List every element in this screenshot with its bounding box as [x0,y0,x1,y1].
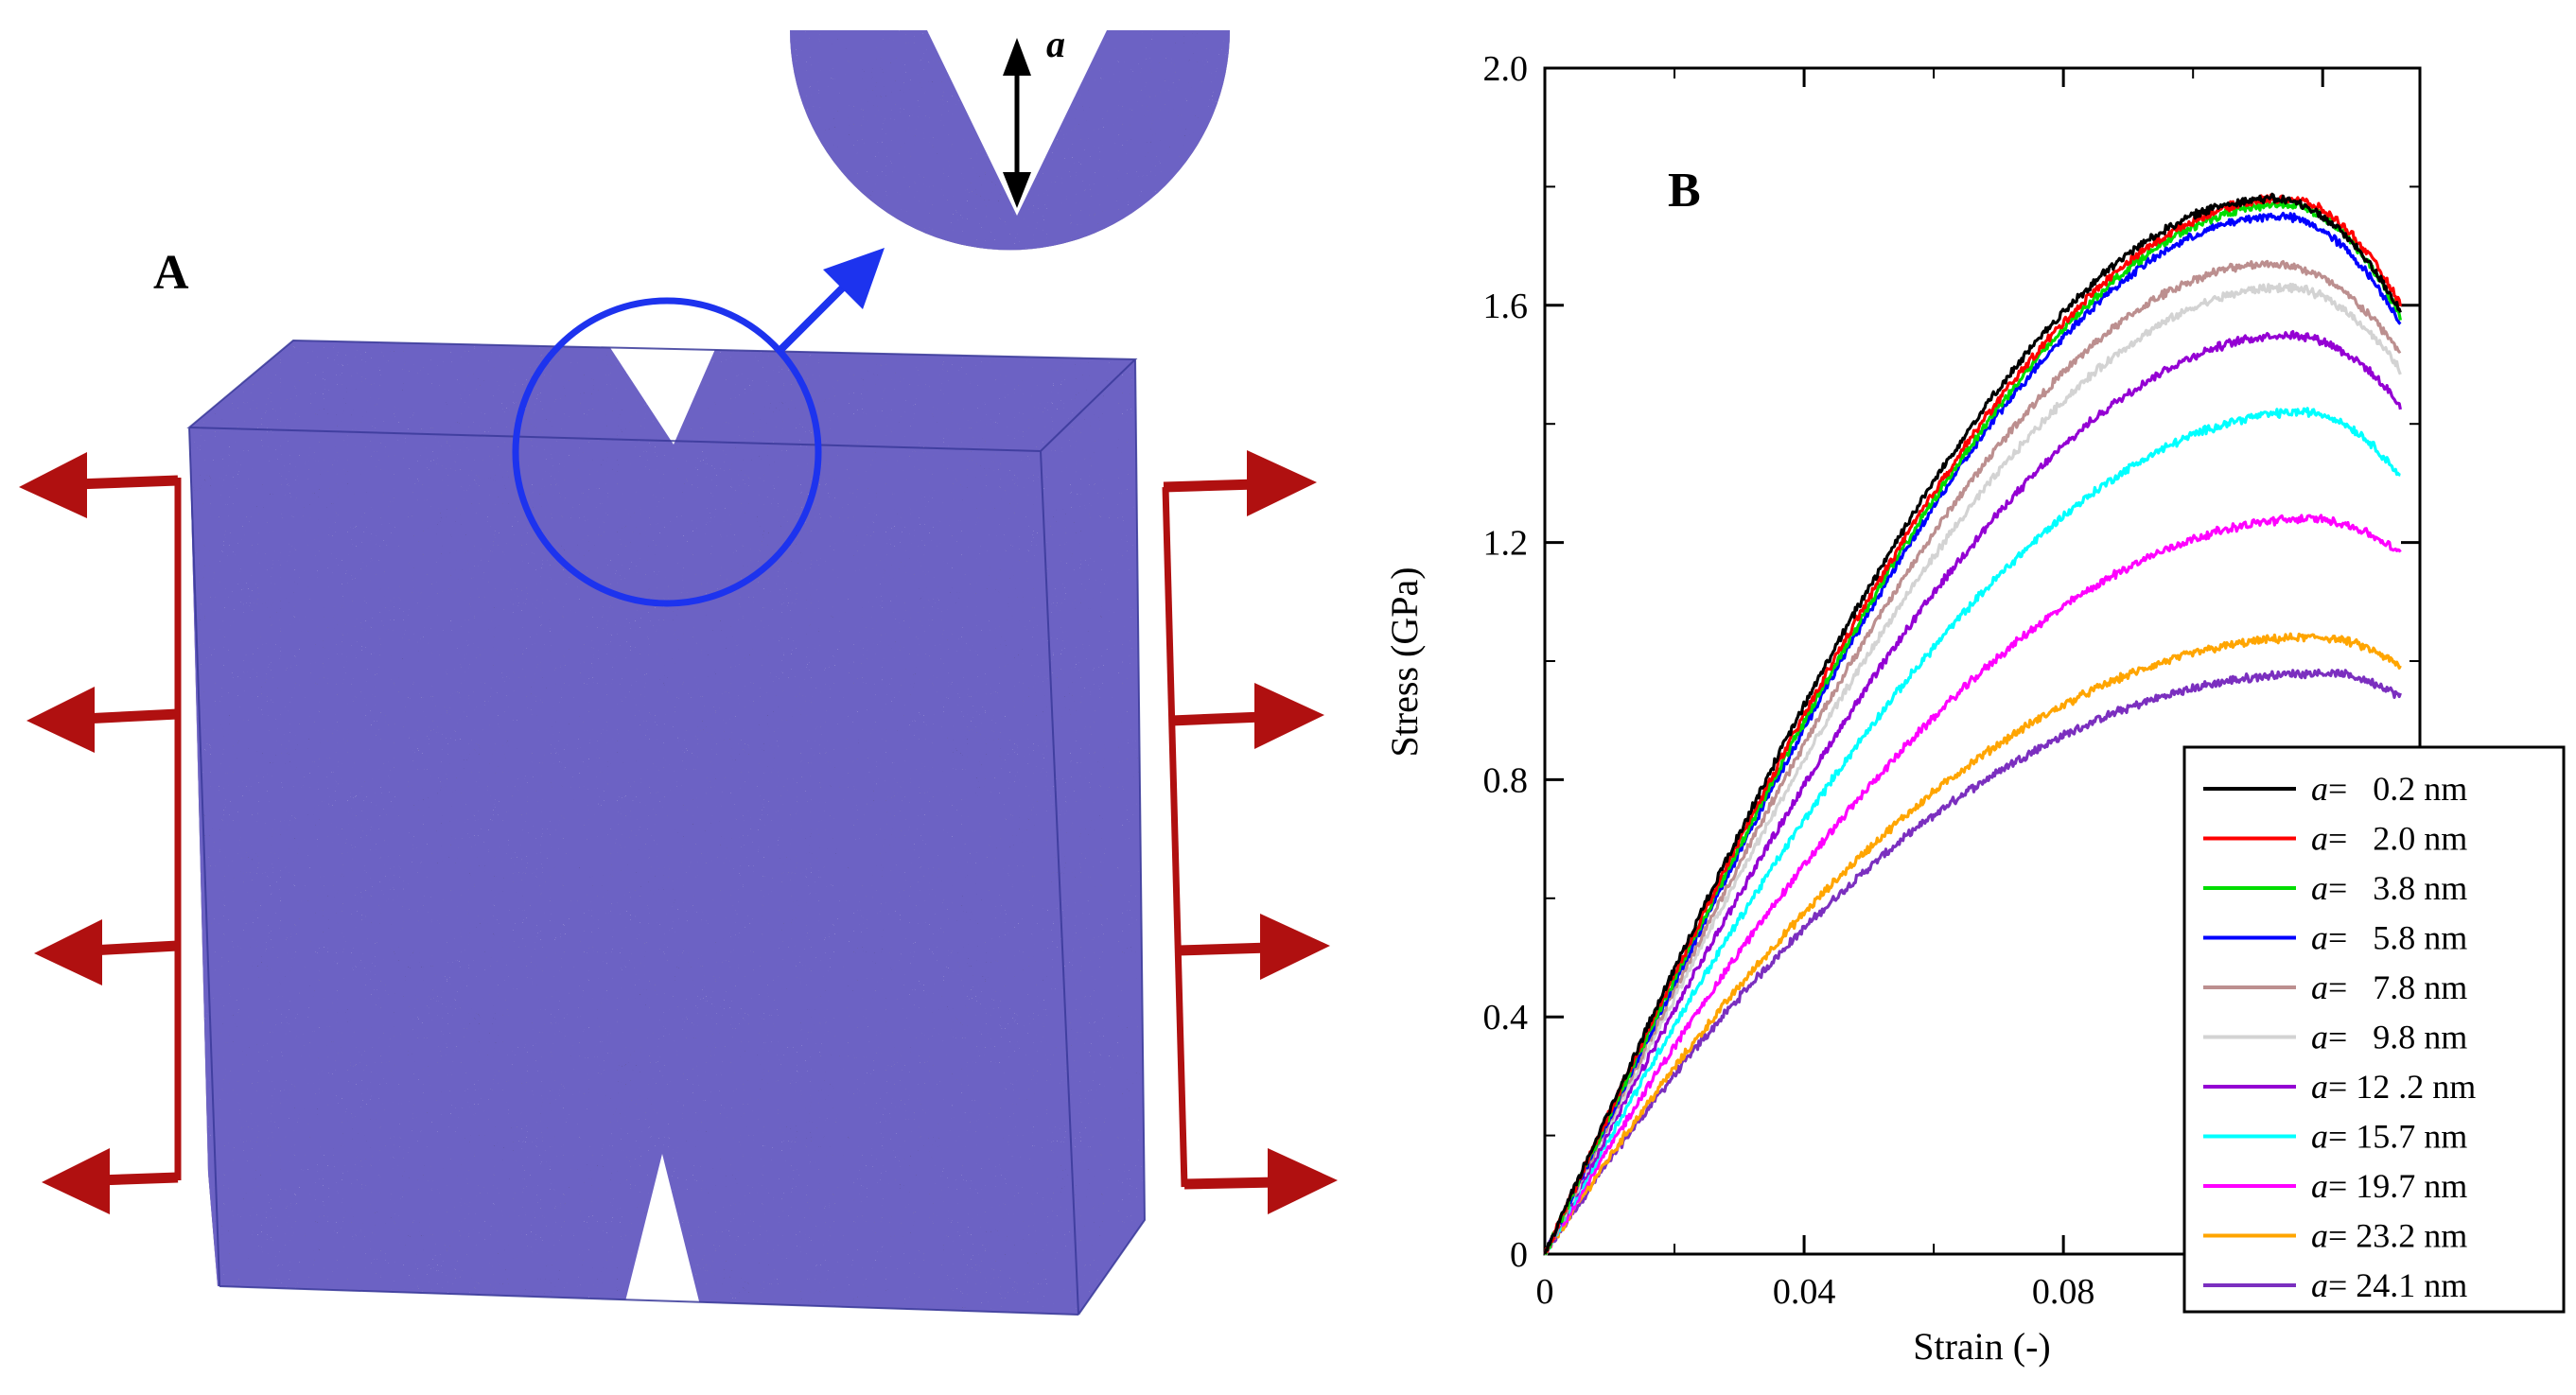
series-line [1543,211,2402,1255]
right-arrow-icon [1163,450,1317,516]
series-line [1544,200,2402,1256]
panel-a: A [19,23,1338,1316]
legend-entry: a= 3.8 nm [2311,869,2467,907]
x-tick-label: 0.08 [2032,1272,2095,1312]
left-arrow-icon [34,919,179,985]
zoom-region-circle [512,297,822,607]
panel-b-label: B [1668,164,1701,218]
right-arrow-icon [1177,914,1330,980]
left-arrow-icon [26,687,179,753]
foam-block-image [189,340,1145,1315]
legend-box [2182,745,2566,1314]
legend-entry: a= 9.8 nm [2311,1019,2467,1056]
legend-entry: a= 24.1 nm [2311,1266,2467,1304]
double-arrow-icon [1003,38,1031,208]
simulation-box-outline [186,339,1147,1316]
legend-entry: a= 19.7 nm [2311,1167,2467,1205]
zoom-dimension-label: a [1046,23,1065,65]
legend-entry: a= 12 .2 nm [2311,1068,2476,1106]
series-line [1543,259,2402,1255]
series-line [1544,282,2402,1256]
x-tick-label: 0 [1536,1272,1554,1312]
y-tick-label: 0.4 [1483,998,1529,1038]
right-arrow-icon [1170,683,1324,749]
pointer-arrow-icon [778,248,885,353]
x-tick-label: 0.04 [1773,1272,1836,1312]
legend-entry: a= 15.7 nm [2311,1118,2467,1156]
legend-entry: a= 5.8 nm [2311,919,2467,957]
left-force-arrows [19,452,182,1214]
legend-entry: a= 2.0 nm [2311,820,2467,858]
series-lines [1543,192,2402,1256]
y-tick-label: 2.0 [1483,49,1529,89]
y-tick-label: 0 [1510,1235,1528,1275]
legend-entry: a= 7.8 nm [2311,968,2467,1006]
series-line [1544,668,2402,1256]
series-line [1543,330,2402,1255]
y-tick-label: 1.6 [1483,287,1529,326]
y-tick-label: 0.8 [1483,760,1529,800]
legend-entry: a= 0.2 nm [2311,770,2467,808]
legend-entry: a= 23.2 nm [2311,1217,2467,1255]
left-arrow-icon [42,1148,179,1214]
right-arrow-icon [1183,1148,1338,1214]
y-axis-label: Stress (GPa) [1383,567,1426,757]
zoom-inset: a [790,23,1230,251]
right-force-arrows [1162,450,1338,1214]
y-tick-label: 1.2 [1483,524,1529,564]
panel-a-label: A [153,246,189,300]
series-line [1543,192,2402,1255]
stress-strain-chart: 00.040.080.12 00.40.81.21.62.0 B Strain … [1383,49,2566,1368]
x-axis-label: Strain (-) [1913,1325,2051,1368]
legend: a= 0.2 nm a= 2.0 nm a= 3.8 nm a= 5.8 nm a= 7… [2182,745,2566,1314]
series-line [1543,407,2401,1255]
series-line [1543,632,2402,1255]
left-arrow-icon [19,452,179,518]
series-line [1543,514,2402,1255]
y-ticks: 0 0.4 0.8 1.2 1.6 2.0 [1483,49,2420,1275]
